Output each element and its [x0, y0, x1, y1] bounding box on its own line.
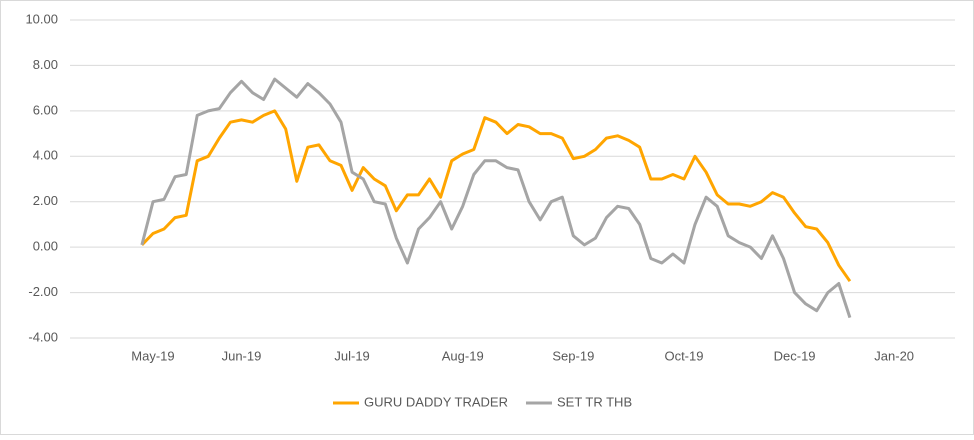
legend-label: SET TR THB: [557, 394, 632, 409]
y-tick-label: 6.00: [33, 102, 58, 117]
x-tick-label: May-19: [131, 348, 174, 363]
y-tick-label: 2.00: [33, 193, 58, 208]
x-tick-label: Jun-19: [222, 348, 262, 363]
x-tick-label: Oct-19: [664, 348, 703, 363]
x-tick-label: Sep-19: [552, 348, 594, 363]
y-tick-label: 10.00: [25, 11, 58, 26]
legend-label: GURU DADDY TRADER: [364, 394, 508, 409]
x-tick-label: Dec-19: [774, 348, 816, 363]
y-tick-label: -4.00: [28, 329, 58, 344]
y-tick-label: 8.00: [33, 57, 58, 72]
series-line: [140, 109, 852, 283]
x-tick-label: Aug-19: [442, 348, 484, 363]
x-tick-label: Jan-20: [874, 348, 914, 363]
y-tick-label: -2.00: [28, 284, 58, 299]
x-tick-label: Jul-19: [334, 348, 369, 363]
series-line: [140, 77, 852, 319]
y-tick-label: 0.00: [33, 239, 58, 254]
y-tick-label: 4.00: [33, 148, 58, 163]
